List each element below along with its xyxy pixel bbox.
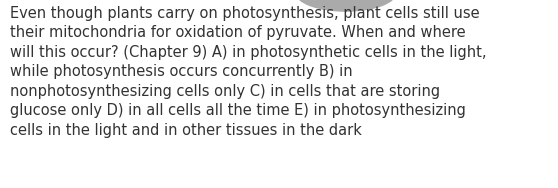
Text: Even though plants carry on photosynthesis, plant cells still use
their mitochon: Even though plants carry on photosynthes… bbox=[10, 6, 487, 138]
Ellipse shape bbox=[296, 0, 396, 11]
